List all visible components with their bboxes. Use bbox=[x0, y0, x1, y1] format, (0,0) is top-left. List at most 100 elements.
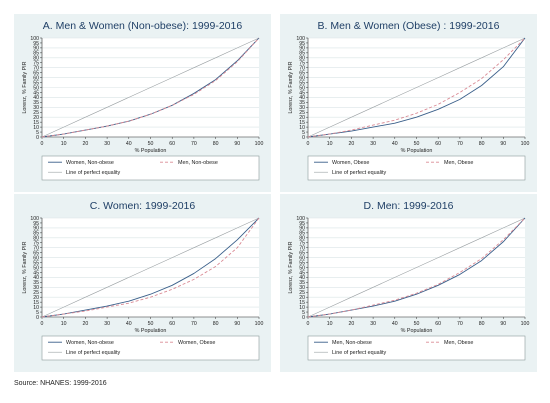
y-tick-label: 85 bbox=[33, 231, 39, 237]
y-tick-label: 50 bbox=[33, 85, 39, 91]
x-tick-label: 50 bbox=[414, 141, 420, 147]
x-tick-label: 20 bbox=[83, 321, 89, 327]
x-tick-label: 90 bbox=[500, 321, 506, 327]
y-tick-label: 45 bbox=[33, 90, 39, 96]
legend-label: Women, Non-obese bbox=[66, 160, 114, 166]
x-tick-label: 30 bbox=[370, 141, 376, 147]
x-tick-label: 80 bbox=[479, 141, 485, 147]
legend-label: Men, Non-obese bbox=[332, 340, 372, 346]
panel-title: C. Women: 1999-2016 bbox=[90, 200, 196, 212]
y-tick-label: 85 bbox=[299, 231, 305, 237]
panel-title: A. Men & Women (Non-obese): 1999-2016 bbox=[43, 20, 243, 32]
legend-label: Men, Non-obese bbox=[178, 160, 218, 166]
legend-box bbox=[307, 335, 526, 361]
x-tick-label: 30 bbox=[370, 321, 376, 327]
legend-box bbox=[41, 155, 260, 181]
y-tick-label: 90 bbox=[33, 46, 39, 52]
y-tick-label: 50 bbox=[299, 265, 305, 271]
x-tick-label: 20 bbox=[349, 141, 355, 147]
legend-label: Line of perfect equality bbox=[66, 170, 121, 176]
panel-title: B. Men & Women (Obese) : 1999-2016 bbox=[318, 20, 500, 32]
y-tick-label: 80 bbox=[299, 56, 305, 62]
chart-panel-1: A. Men & Women (Non-obese): 1999-2016051… bbox=[14, 14, 271, 192]
x-tick-label: 100 bbox=[521, 141, 530, 147]
chart-panel-2: B. Men & Women (Obese) : 1999-2016051015… bbox=[280, 14, 537, 192]
x-tick-label: 0 bbox=[41, 141, 44, 147]
series-line-women-obese bbox=[41, 217, 260, 318]
x-tick-label: 30 bbox=[104, 141, 110, 147]
y-tick-label: 90 bbox=[299, 46, 305, 52]
series-line-men-obese bbox=[307, 37, 526, 138]
legend-label: Women, Obese bbox=[332, 160, 369, 166]
x-axis-title: % Population bbox=[401, 328, 433, 334]
y-tick-label: 45 bbox=[299, 270, 305, 276]
series-line-line-of-perfect-equality bbox=[41, 217, 260, 318]
legend-box bbox=[307, 155, 526, 181]
y-tick-label: 75 bbox=[299, 241, 305, 247]
y-tick-label: 55 bbox=[33, 260, 39, 266]
series-line-women-non-obese bbox=[41, 217, 260, 318]
y-tick-label: 15 bbox=[33, 120, 39, 126]
y-tick-label: 0 bbox=[36, 315, 39, 321]
x-tick-label: 70 bbox=[457, 321, 463, 327]
y-tick-label: 15 bbox=[299, 300, 305, 306]
x-tick-label: 50 bbox=[414, 321, 420, 327]
legend-label: Women, Obese bbox=[178, 340, 215, 346]
y-tick-label: 80 bbox=[33, 56, 39, 62]
x-tick-label: 90 bbox=[234, 321, 240, 327]
y-tick-label: 20 bbox=[299, 295, 305, 301]
y-tick-label: 40 bbox=[299, 275, 305, 281]
y-tick-label: 55 bbox=[33, 80, 39, 86]
y-axis-title: Lorenz, % Family PIR bbox=[288, 61, 294, 113]
y-tick-label: 25 bbox=[33, 290, 39, 296]
y-tick-label: 50 bbox=[299, 85, 305, 91]
legend-label: Line of perfect equality bbox=[66, 350, 121, 356]
y-tick-label: 55 bbox=[299, 260, 305, 266]
y-tick-label: 35 bbox=[299, 100, 305, 106]
y-tick-label: 30 bbox=[33, 105, 39, 111]
x-tick-label: 0 bbox=[307, 321, 310, 327]
x-axis-title: % Population bbox=[135, 148, 167, 154]
y-tick-label: 75 bbox=[299, 61, 305, 67]
y-tick-label: 25 bbox=[299, 290, 305, 296]
x-axis-title: % Population bbox=[401, 148, 433, 154]
x-axis-title: % Population bbox=[135, 328, 167, 334]
y-tick-label: 0 bbox=[302, 135, 305, 141]
x-tick-label: 50 bbox=[148, 321, 154, 327]
y-tick-label: 70 bbox=[33, 246, 39, 252]
y-tick-label: 0 bbox=[36, 135, 39, 141]
y-tick-label: 15 bbox=[33, 300, 39, 306]
y-tick-label: 60 bbox=[33, 75, 39, 81]
y-tick-label: 40 bbox=[33, 95, 39, 101]
y-tick-label: 20 bbox=[33, 295, 39, 301]
y-tick-label: 35 bbox=[33, 280, 39, 286]
x-tick-label: 60 bbox=[435, 321, 441, 327]
series-line-line-of-perfect-equality bbox=[307, 37, 526, 138]
y-axis-title: Lorenz, % Family PIR bbox=[22, 241, 28, 293]
y-tick-label: 95 bbox=[33, 41, 39, 47]
x-tick-label: 60 bbox=[169, 141, 175, 147]
y-tick-label: 65 bbox=[299, 70, 305, 76]
legend-label: Line of perfect equality bbox=[332, 350, 387, 356]
y-axis-title: Lorenz, % Family PIR bbox=[22, 61, 28, 113]
y-tick-label: 90 bbox=[299, 226, 305, 232]
x-tick-label: 30 bbox=[104, 321, 110, 327]
y-tick-label: 65 bbox=[299, 250, 305, 256]
y-tick-label: 5 bbox=[302, 310, 305, 316]
y-tick-label: 100 bbox=[296, 216, 305, 222]
y-tick-label: 85 bbox=[299, 51, 305, 57]
y-tick-label: 5 bbox=[302, 130, 305, 136]
y-tick-label: 45 bbox=[33, 270, 39, 276]
legend-box bbox=[41, 335, 260, 361]
x-tick-label: 10 bbox=[61, 141, 67, 147]
y-tick-label: 100 bbox=[30, 216, 39, 222]
x-tick-label: 0 bbox=[41, 321, 44, 327]
y-tick-label: 10 bbox=[299, 125, 305, 131]
y-tick-label: 95 bbox=[299, 41, 305, 47]
y-tick-label: 30 bbox=[299, 285, 305, 291]
x-tick-label: 60 bbox=[435, 141, 441, 147]
legend-label: Men, Obese bbox=[444, 160, 473, 166]
series-line-men-non-obese bbox=[41, 37, 260, 138]
y-tick-label: 65 bbox=[33, 250, 39, 256]
